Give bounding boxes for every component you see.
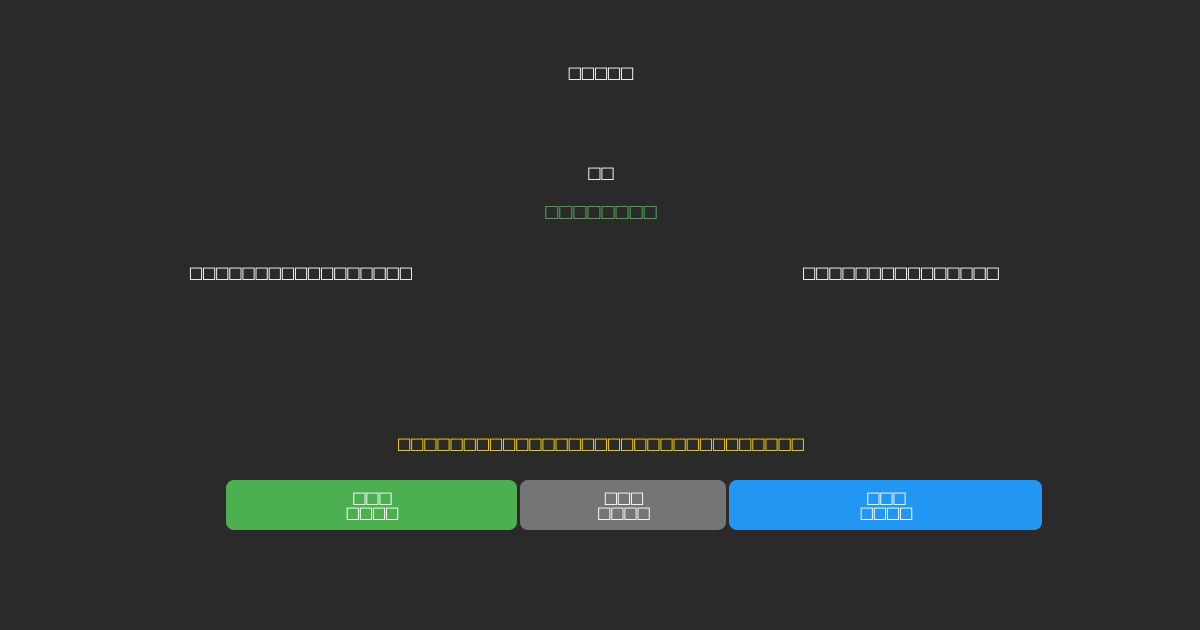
button-label-line1: □□□ <box>351 488 393 507</box>
action-button-right-blue[interactable]: □□□ □□□□ <box>729 480 1042 530</box>
info-right-label: □□□□□□□□□□□□□□□ <box>801 263 1001 282</box>
action-button-row: □□□ □□□□ □□□ □□□□ □□□ □□□□ <box>226 480 1042 530</box>
page-title: □□□□□ <box>567 63 635 82</box>
status-label: □□ <box>586 163 615 182</box>
button-label-line2: □□□□ <box>596 503 651 522</box>
action-button-left-green[interactable]: □□□ □□□□ <box>226 480 517 530</box>
action-button-middle-gray[interactable]: □□□ □□□□ <box>520 480 726 530</box>
status-message: □□□□□□□□ <box>543 202 659 222</box>
button-label-line2: □□□□ <box>345 503 399 522</box>
button-label-line2: □□□□ <box>859 503 913 522</box>
info-left-label: □□□□□□□□□□□□□□□□□ <box>188 263 414 282</box>
button-label-line1: □□□ <box>865 488 907 507</box>
notice-text: □□□□□□□□□□□□□□□□□□□□□□□□□□□□□□□ <box>396 434 806 453</box>
button-label-line1: □□□ <box>603 488 644 507</box>
